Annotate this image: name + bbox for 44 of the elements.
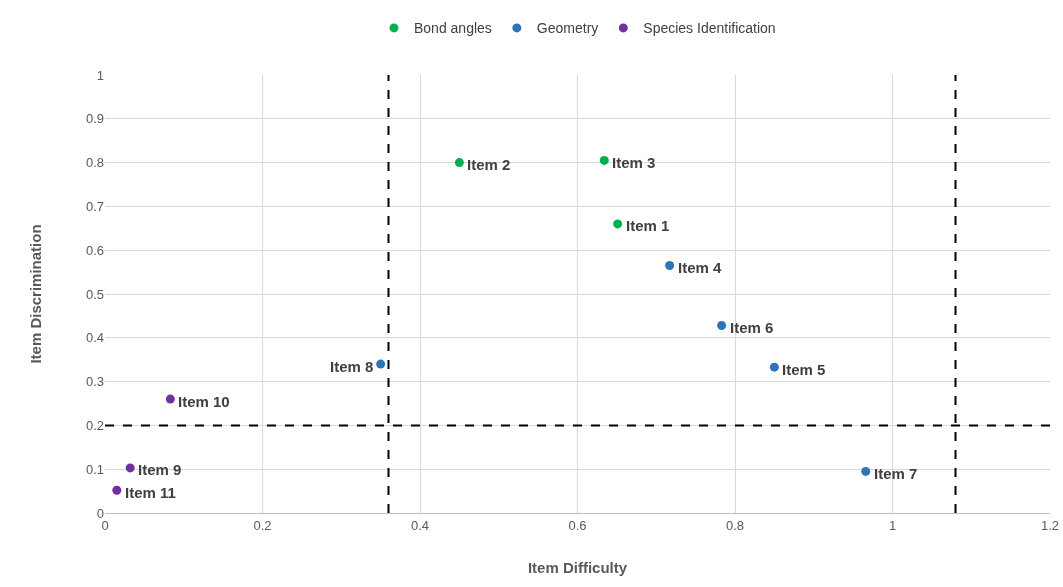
- annotation: Item 4: [678, 259, 723, 276]
- point: [165, 394, 175, 404]
- point: [125, 463, 135, 473]
- x-tick-label: 0.6: [568, 517, 587, 533]
- legend-label: Species Identification: [643, 20, 776, 37]
- annotation: Item 2: [467, 156, 511, 173]
- point: [769, 362, 779, 372]
- annotation: Item 7: [874, 465, 918, 482]
- y-tick-label: 0.8: [85, 155, 104, 171]
- point: [376, 359, 386, 369]
- point: [665, 261, 675, 271]
- x-axis-title: Item Difficulty: [527, 558, 628, 576]
- annotation: Item 9: [138, 461, 182, 478]
- point: [112, 485, 122, 495]
- point: [861, 466, 871, 476]
- y-tick-label: 0.2: [85, 417, 104, 433]
- x-tick-label: 0.4: [410, 517, 430, 533]
- point: [613, 219, 623, 229]
- x-tick-label: 1.2: [1040, 517, 1060, 533]
- legend-label: Bond angles: [414, 20, 492, 37]
- y-tick-label: 1: [96, 67, 104, 83]
- y-tick-label: 0.1: [85, 461, 104, 477]
- annotation: Item 1: [626, 217, 670, 234]
- annotation: Item 11: [125, 484, 176, 501]
- point: [717, 321, 727, 331]
- y-tick-label: 0.3: [85, 374, 104, 390]
- annotation: Item 10: [178, 393, 230, 410]
- x-tick-label: 1: [888, 517, 897, 533]
- y-tick-label: 0: [96, 505, 104, 521]
- y-tick-label: 0.4: [85, 330, 104, 346]
- point: [599, 155, 609, 165]
- point: [454, 158, 464, 168]
- annotation: Item 5: [782, 361, 826, 378]
- y-tick-label: 0.7: [85, 198, 104, 214]
- annotation: Item 6: [730, 319, 774, 336]
- annotation: Item 3: [612, 154, 656, 171]
- x-tick-label: 0.8: [725, 517, 745, 533]
- x-tick-label: 0.2: [253, 517, 272, 533]
- y-tick-label: 0.9: [85, 111, 104, 127]
- y-axis-title: Item Discrimination: [27, 224, 45, 364]
- legend-label: Geometry: [536, 20, 599, 37]
- y-tick-label: 0.5: [85, 286, 104, 302]
- annotation: Item 8: [330, 358, 374, 375]
- y-tick-label: 0.6: [85, 242, 104, 258]
